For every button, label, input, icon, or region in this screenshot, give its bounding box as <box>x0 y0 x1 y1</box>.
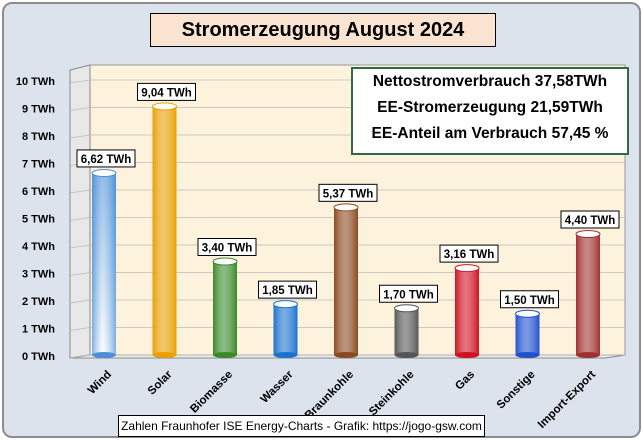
gridline-side <box>69 272 91 276</box>
x-tick-label: Braunkohle <box>303 369 356 422</box>
data-label: 3,40 TWh <box>202 243 252 255</box>
data-label-box <box>76 149 136 168</box>
bar-shade <box>213 261 237 355</box>
info-net-consumption: Nettostromverbrauch 37,58TWh <box>372 73 608 90</box>
data-label-box <box>258 280 317 299</box>
bar-shade <box>394 308 419 355</box>
x-tick-label: Wasser <box>258 368 295 405</box>
data-label: 1,70 TWh <box>383 289 433 301</box>
data-label-box <box>137 82 196 101</box>
gridline-side <box>69 134 91 139</box>
x-tick-label: Biomasse <box>188 369 235 416</box>
gridline-side <box>69 189 91 194</box>
bar-top <box>394 304 419 313</box>
chart-title: Stromerzeugung August 2024 <box>150 13 496 47</box>
data-label-box <box>500 290 559 309</box>
bar-bottom <box>576 352 600 358</box>
x-tick-label: Solar <box>146 368 175 397</box>
y-tick-label: 5 TWh <box>22 214 55 226</box>
y-tick-label: 10 TWh <box>16 76 55 88</box>
bar-shade <box>273 304 298 355</box>
info-ee-generation: EE-Stromerzeugung 21,59TWh <box>377 99 603 116</box>
bar-bottom <box>455 352 479 358</box>
x-tick-label: Import-Export <box>536 369 598 431</box>
data-label: 9,04 TWh <box>141 87 191 99</box>
bar-top <box>575 230 601 238</box>
data-label: 1,50 TWh <box>504 295 554 307</box>
data-label: 3,16 TWh <box>444 249 494 261</box>
data-label: 5,37 TWh <box>323 188 373 200</box>
data-label: 1,85 TWh <box>262 285 312 297</box>
bar-shade <box>152 106 177 356</box>
gridline-side <box>69 299 91 304</box>
bar-bottom <box>92 352 116 358</box>
bar-top <box>212 257 238 266</box>
x-tick-label: Wind <box>86 369 114 397</box>
x-tick-label: Steinkohle <box>367 369 417 419</box>
data-label: 4,40 TWh <box>565 215 615 227</box>
x-tick-label: Sonstige <box>495 369 538 412</box>
bar-top <box>454 264 480 273</box>
info-ee-share: EE-Anteil am Verbrauch 57,45 % <box>371 125 609 142</box>
bar-bottom <box>394 352 419 358</box>
y-tick-label: 6 TWh <box>22 186 55 198</box>
bar-shade <box>92 172 116 355</box>
data-label-box <box>379 284 438 303</box>
gridline-side <box>69 107 91 111</box>
y-tick-label: 1 TWh <box>22 324 55 336</box>
bar-top <box>333 203 359 212</box>
source-footer: Zahlen Fraunhofer ISE Energy-Charts - Gr… <box>118 415 485 437</box>
bar-shade <box>515 313 540 355</box>
bar-shade <box>455 268 479 355</box>
x-tick-label: Gas <box>453 369 477 393</box>
y-tick-label: 8 TWh <box>22 131 55 143</box>
bar-shade <box>576 234 600 355</box>
data-label-box <box>560 210 620 229</box>
bar-bottom <box>213 352 237 358</box>
data-label-box <box>439 244 499 263</box>
bar-top <box>152 102 177 111</box>
gridline-side <box>69 327 91 331</box>
bar-bottom <box>334 352 358 358</box>
y-tick-label: 4 TWh <box>22 241 55 253</box>
bar-top <box>273 300 298 309</box>
data-label-box <box>197 238 257 256</box>
bar-bottom <box>152 352 177 358</box>
bar-top <box>91 168 117 177</box>
data-label-box <box>318 183 378 202</box>
gridline-side <box>69 354 91 359</box>
gridline-side <box>69 79 91 84</box>
gridline-side <box>69 217 91 221</box>
info-box: Nettostromverbrauch 37,58TWh EE-Stromerz… <box>351 67 629 155</box>
data-label: 6,62 TWh <box>81 154 131 166</box>
gridline-side <box>69 244 91 249</box>
y-tick-label: 0 TWh <box>22 351 55 363</box>
y-tick-label: 9 TWh <box>22 104 55 116</box>
bar-shade <box>334 207 358 355</box>
y-tick-label: 7 TWh <box>22 159 55 171</box>
y-tick-label: 3 TWh <box>22 269 55 281</box>
bar-top <box>515 309 540 318</box>
bar-bottom <box>273 352 298 358</box>
bar-bottom <box>515 352 540 358</box>
y-tick-label: 2 TWh <box>22 296 55 308</box>
